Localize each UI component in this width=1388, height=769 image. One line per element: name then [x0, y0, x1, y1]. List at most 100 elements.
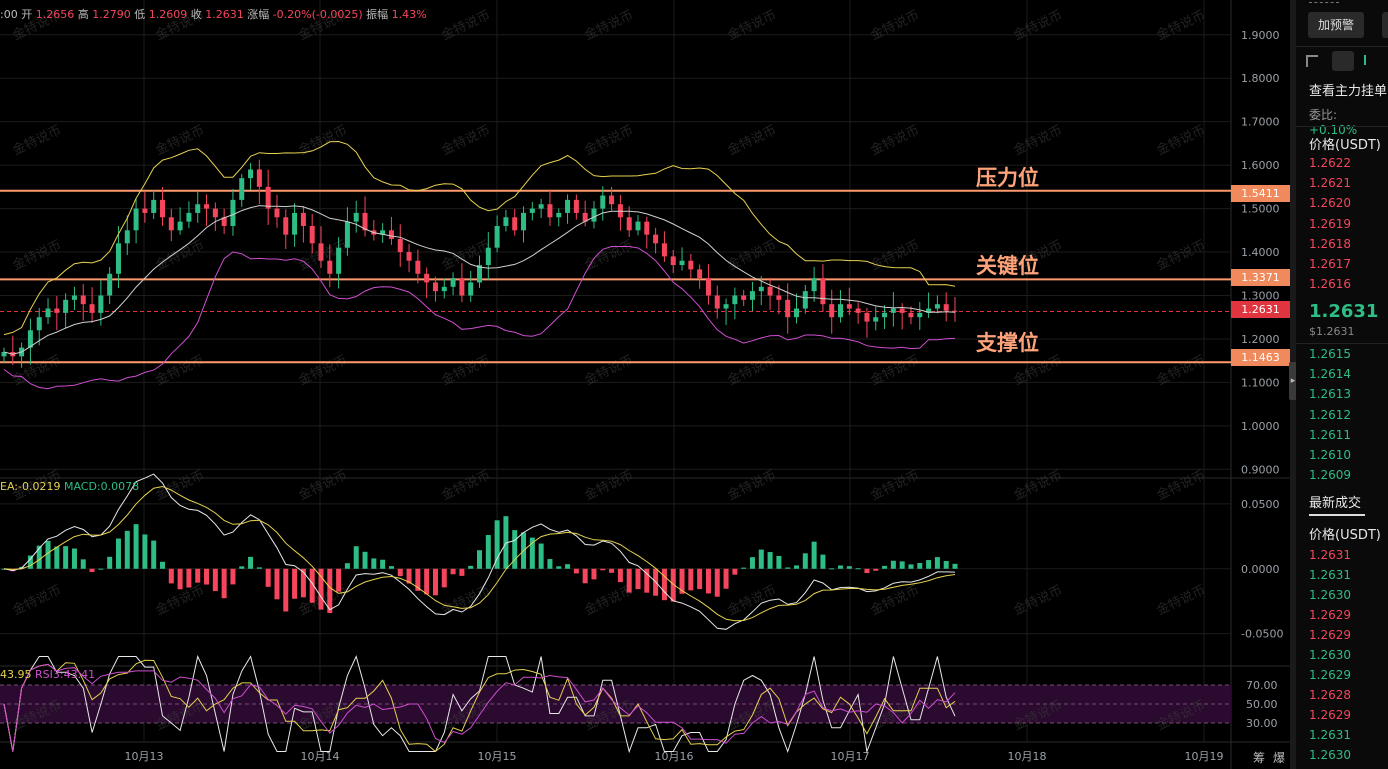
ask-price-row[interactable]: 1.2619	[1309, 216, 1351, 231]
depth-title[interactable]: 查看主力挂单	[1309, 84, 1388, 99]
bottom-right-label-1[interactable]: 筹	[1253, 751, 1266, 765]
candle-body	[160, 199, 165, 218]
macd-histogram-bar	[415, 568, 421, 591]
candle-body	[600, 195, 606, 209]
macd-histogram-bar	[934, 557, 940, 569]
change-value: -0.20%(-0.0025)	[272, 8, 363, 21]
candle-body	[591, 208, 597, 222]
trade-row[interactable]: 1.2628	[1309, 688, 1351, 702]
bollinger-upper-line	[3, 140, 956, 336]
add-alert-button[interactable]: 加预警	[1308, 12, 1365, 38]
macd-histogram-bar	[406, 568, 412, 584]
candle-body	[107, 273, 113, 296]
watermark-text: 金特说币	[868, 467, 922, 503]
bid-price-row[interactable]: 1.2609	[1309, 468, 1351, 483]
macd-histogram-bar	[565, 564, 571, 569]
macd-histogram-bar	[538, 543, 544, 569]
trades-tab-2[interactable]	[1382, 492, 1388, 506]
depth-buy-icon[interactable]	[1364, 55, 1380, 65]
bid-price-row[interactable]: 1.2610	[1309, 448, 1351, 462]
trade-row[interactable]: 1.2629	[1309, 628, 1351, 642]
candle-body	[54, 308, 60, 313]
candle-body	[767, 286, 773, 296]
sidebar-extra-button[interactable]	[1382, 12, 1388, 38]
candle-body	[274, 208, 280, 218]
macd-histogram-bar	[864, 568, 870, 574]
macd-tick-label: -0.0500	[1241, 628, 1283, 641]
macd-histogram-bar	[256, 567, 262, 569]
macd-dif-line	[3, 473, 956, 630]
candle-body	[124, 230, 130, 244]
macd-histogram-bar	[882, 565, 888, 569]
collapse-arrow-icon[interactable]: ▸	[1289, 362, 1297, 400]
trade-row[interactable]: 1.2630	[1309, 748, 1351, 762]
candle-body	[80, 295, 86, 305]
candle-body	[688, 260, 694, 270]
ask-price-row[interactable]: 1.2621	[1309, 176, 1351, 191]
macd-histogram-bar	[582, 568, 588, 584]
trade-row[interactable]: 1.2629	[1309, 708, 1351, 722]
bid-price-row[interactable]: 1.2614	[1309, 367, 1351, 382]
bid-price-row[interactable]: 1.2611	[1309, 427, 1351, 442]
trade-row[interactable]: 1.2629	[1309, 608, 1351, 622]
candle-body	[697, 269, 703, 279]
macd-histogram-bar	[424, 568, 430, 595]
macd-histogram-bar	[45, 540, 51, 569]
price-tick-label: 1.5000	[1241, 203, 1280, 216]
macd-histogram-bar	[503, 516, 509, 569]
macd-histogram-bar	[732, 568, 738, 575]
bottom-right-label-2[interactable]: 爆	[1273, 751, 1286, 765]
candle-body	[512, 217, 518, 231]
macd-histogram-bar	[10, 568, 16, 572]
watermark-text: 金特说币	[439, 467, 493, 503]
macd-histogram-bar	[811, 541, 817, 569]
candle-body	[811, 278, 817, 292]
candle-body	[186, 212, 192, 222]
macd-histogram-bar	[617, 568, 623, 583]
bid-price-row[interactable]: 1.2612	[1309, 407, 1351, 422]
dea-value: EA:-0.0219	[0, 480, 61, 493]
ask-price-row[interactable]: 1.2616	[1309, 277, 1351, 292]
ask-price-row[interactable]: 1.2617	[1309, 257, 1351, 271]
macd-histogram-bar	[758, 549, 764, 569]
macd-histogram-bar	[820, 554, 826, 569]
candle-body	[388, 230, 394, 239]
trade-row[interactable]: 1.2630	[1309, 588, 1351, 602]
depth-sell-icon[interactable]	[1332, 51, 1354, 71]
macd-histogram-bar	[362, 551, 368, 569]
macd-histogram-bar	[195, 568, 201, 583]
low-label: 低	[134, 8, 146, 21]
bid-price-row[interactable]: 1.2615	[1309, 347, 1351, 361]
candle-body	[882, 312, 888, 318]
bid-price-row[interactable]: 1.2613	[1309, 387, 1351, 402]
watermark-text: 金特说币	[582, 237, 636, 273]
trade-row[interactable]: 1.2629	[1309, 668, 1351, 682]
trade-row[interactable]: 1.2630	[1309, 648, 1351, 662]
ask-price-row[interactable]: 1.2622	[1309, 156, 1351, 170]
macd-histogram-bar	[336, 568, 342, 592]
x-tick-label: 10月17	[831, 750, 870, 763]
macd-histogram-bar	[36, 545, 42, 569]
ask-price-row[interactable]: 1.2620	[1309, 196, 1351, 211]
ask-price-row[interactable]: 1.2618	[1309, 236, 1351, 251]
watermark-text: 金特说币	[725, 467, 779, 503]
trade-row[interactable]: 1.2631	[1309, 728, 1351, 742]
trades-tab[interactable]: 最新成交	[1309, 496, 1362, 511]
macd-histogram-bar	[380, 559, 386, 569]
chart-area[interactable]: 1.9000 1.8000 1.7000 1.6000 1.5000 1.4000 1.30…	[0, 0, 1292, 769]
macd-histogram-bar	[697, 568, 703, 590]
macd-histogram-bar	[741, 567, 747, 569]
price-tick-label: 1.8000	[1241, 72, 1280, 85]
chart-svg[interactable]: 1.9000 1.8000 1.7000 1.6000 1.5000 1.4000 1.30…	[0, 0, 1292, 769]
x-tick-label: 10月13	[125, 750, 164, 763]
candle-body	[344, 221, 350, 248]
depth-both-icon[interactable]	[1306, 55, 1318, 67]
watermark-text: 金特说币	[1154, 582, 1208, 618]
watermark-text: 金特说币	[868, 352, 922, 388]
candle-body	[547, 204, 553, 218]
macd-tick-label: 0.0500	[1241, 498, 1280, 511]
macd-histogram-bar	[600, 568, 606, 571]
trade-row[interactable]: 1.2631	[1309, 548, 1351, 562]
macd-histogram-bar	[309, 568, 315, 603]
trade-row[interactable]: 1.2631	[1309, 568, 1351, 582]
